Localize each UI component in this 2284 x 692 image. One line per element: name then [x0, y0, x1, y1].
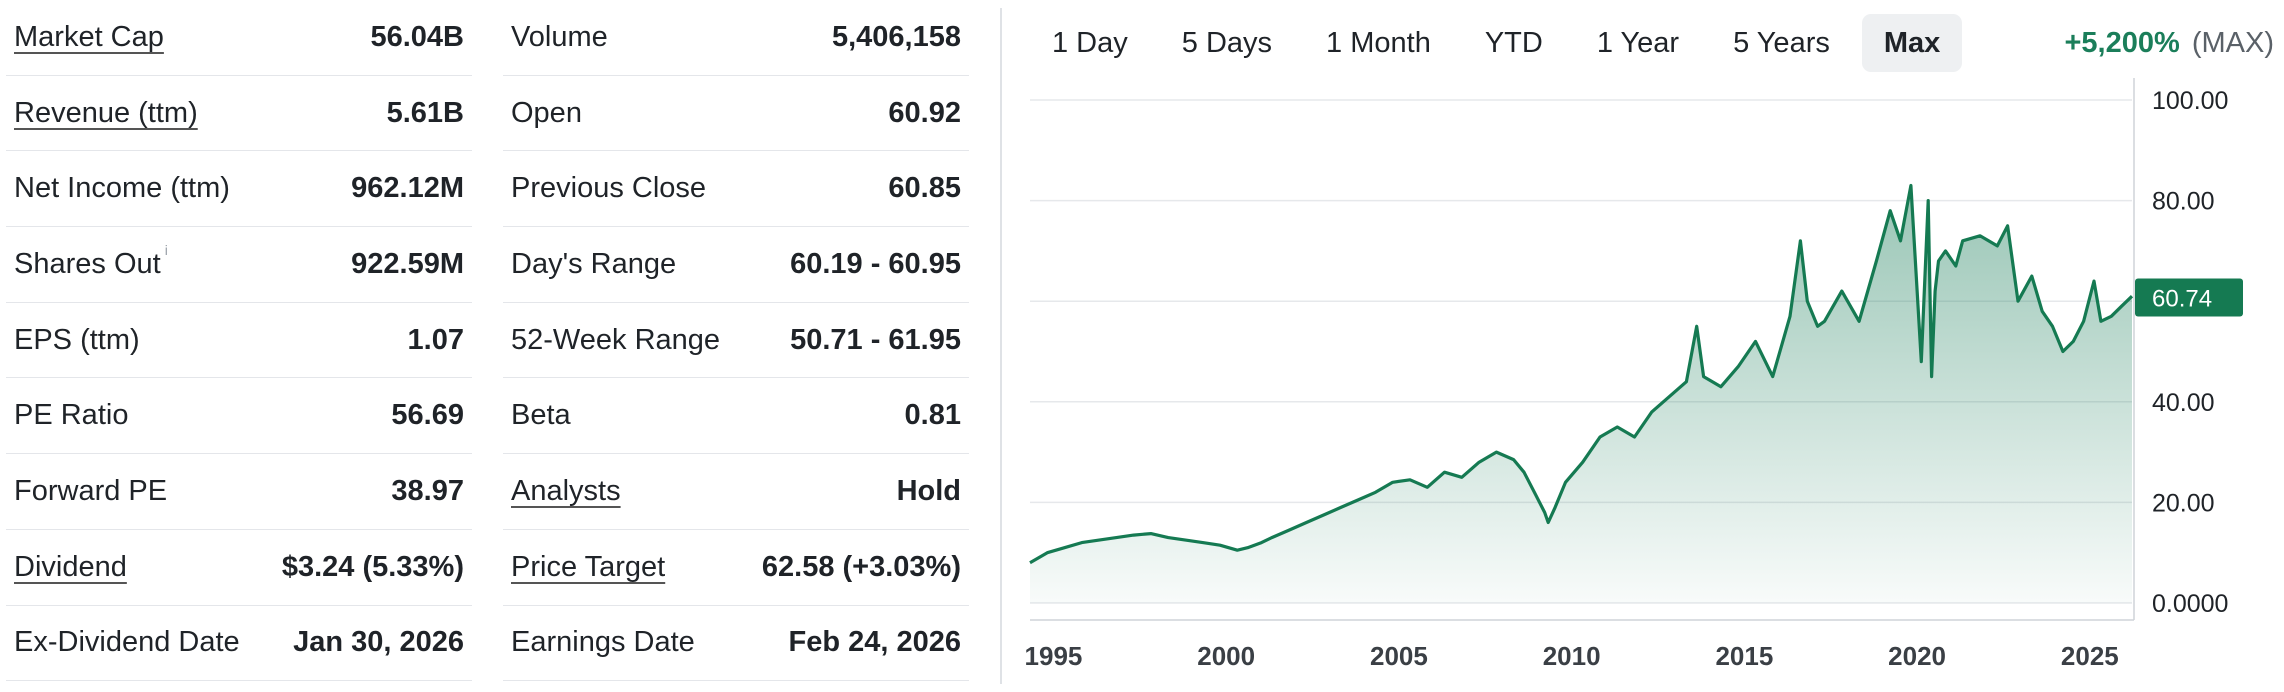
change-period: (MAX)	[2191, 27, 2274, 59]
x-tick-label: 2005	[1370, 641, 1428, 671]
stat-label-eps-ttm: EPS (ttm)	[14, 323, 140, 356]
stat-row-shares-out: Shares Out i 922.59M	[6, 227, 472, 303]
stats-table-right: Volume 5,406,158 Open 60.92 Previous Close 60…	[503, 0, 969, 682]
y-tick-label: 20.00	[2152, 489, 2215, 517]
stat-row-net-income-ttm: Net Income (ttm) 962.12M	[6, 151, 472, 228]
tab-1-year[interactable]: 1 Year	[1596, 27, 1680, 59]
stat-label-price-target[interactable]: Price Target	[511, 550, 666, 583]
x-tick-label: 2025	[2061, 641, 2119, 671]
stat-value-net-income-ttm: 962.12M	[351, 172, 464, 205]
stat-value-open: 60.92	[888, 96, 961, 129]
stat-value-market-cap: 56.04B	[370, 20, 464, 53]
stat-label-52-week-range: 52-Week Range	[511, 323, 721, 356]
stat-row-volume: Volume 5,406,158	[503, 0, 969, 76]
stat-row-previous-close: Previous Close 60.85	[503, 151, 969, 228]
stat-label-beta: Beta	[511, 399, 571, 432]
x-tick-label: 2020	[1888, 641, 1946, 671]
stat-row-52-week-range: 52-Week Range 50.71 - 61.95	[503, 303, 969, 379]
price-chart: 100.0080.0060.0040.0020.000.000019952000…	[1025, 78, 2243, 671]
x-tick-label: 2000	[1197, 641, 1255, 671]
last-price-badge	[2135, 278, 2243, 317]
stat-value-shares-out: 922.59M	[351, 247, 464, 280]
tab-max[interactable]: Max	[1861, 14, 1963, 72]
stat-value-earnings-date: Feb 24, 2026	[788, 626, 962, 659]
stat-row-dividend: Dividend $3.24 (5.33%)	[6, 530, 472, 606]
tab-ytd[interactable]: YTD	[1484, 27, 1543, 59]
stat-value-previous-close: 60.85	[888, 172, 961, 205]
stat-value-eps-ttm: 1.07	[407, 323, 464, 356]
y-tick-label: 0.0000	[2152, 590, 2228, 618]
x-tick-label: 2010	[1543, 641, 1601, 671]
stat-label-dividend[interactable]: Dividend	[14, 550, 127, 583]
tab-5-days[interactable]: 5 Days	[1181, 27, 1273, 59]
stat-label-analysts[interactable]: Analysts	[511, 474, 621, 507]
stat-value-pe-ratio: 56.69	[391, 399, 464, 432]
stat-row-forward-pe: Forward PE 38.97	[6, 454, 472, 530]
tab-1-month[interactable]: 1 Month	[1326, 27, 1431, 59]
stat-value-dividend: $3.24 (5.33%)	[281, 550, 464, 583]
stat-row-revenue-ttm: Revenue (ttm) 5.61B	[6, 76, 472, 152]
stat-value-beta: 0.81	[904, 399, 961, 432]
price-change: +5,200% (MAX)	[2064, 14, 2274, 72]
stat-label-net-income-ttm: Net Income (ttm)	[14, 172, 230, 205]
stat-label-market-cap[interactable]: Market Cap	[14, 20, 164, 53]
tab-5-years[interactable]: 5 Years	[1733, 27, 1830, 59]
x-tick-label: 2015	[1715, 641, 1773, 671]
stats-table-left: Market Cap 56.04B Revenue (ttm) 5.61B Net In…	[6, 0, 472, 682]
price-area	[1030, 185, 2132, 603]
stat-label-previous-close: Previous Close	[511, 172, 707, 205]
price-line	[1029, 183, 2134, 565]
x-tick-label: 1995	[1025, 641, 1083, 671]
stat-value-revenue-ttm: 5.61B	[386, 96, 464, 129]
stat-row-analysts: Analysts Hold	[503, 454, 969, 530]
stat-label-earnings-date: Earnings Date	[511, 626, 695, 659]
stat-value-52-week-range: 50.71 - 61.95	[790, 323, 961, 356]
stat-row-beta: Beta 0.81	[503, 378, 969, 455]
tab-1-day[interactable]: 1 Day	[1052, 27, 1128, 59]
stat-value-forward-pe: 38.97	[391, 474, 464, 507]
stat-label-day-s-range: Day's Range	[511, 247, 677, 280]
stat-value-ex-dividend-date: Jan 30, 2026	[293, 626, 464, 659]
stat-row-open: Open 60.92	[503, 76, 969, 152]
stat-row-price-target: Price Target 62.58 (+3.03%)	[503, 530, 969, 606]
y-tick-label: 100.00	[2152, 87, 2228, 115]
stat-label-shares-out: Shares Out i	[14, 241, 168, 280]
stat-row-eps-ttm: EPS (ttm) 1.07	[6, 303, 472, 379]
last-price-label: 60.74	[2152, 285, 2212, 312]
stat-label-open: Open	[511, 96, 582, 129]
stat-label-ex-dividend-date: Ex-Dividend Date	[14, 626, 240, 659]
stat-label-pe-ratio: PE Ratio	[14, 399, 129, 432]
stat-value-price-target: 62.58 (+3.03%)	[761, 550, 961, 583]
panel-divider	[1000, 8, 1002, 684]
stat-value-volume: 5,406,158	[831, 20, 961, 53]
stat-label-revenue-ttm[interactable]: Revenue (ttm)	[14, 96, 198, 129]
stat-label-forward-pe: Forward PE	[14, 474, 168, 507]
stat-row-ex-dividend-date: Ex-Dividend Date Jan 30, 2026	[6, 606, 472, 682]
stat-row-earnings-date: Earnings Date Feb 24, 2026	[503, 606, 969, 682]
info-icon[interactable]: i	[164, 241, 168, 258]
change-percent: +5,200%	[2064, 27, 2180, 59]
stat-row-day-s-range: Day's Range 60.19 - 60.95	[503, 227, 969, 303]
y-tick-label: 40.00	[2152, 389, 2215, 417]
stat-label-volume: Volume	[511, 20, 608, 53]
period-tabs: 1 Day 5 Days 1 Month YTD 1 Year 5 Years Max	[1030, 14, 1972, 72]
stat-row-market-cap: Market Cap 56.04B	[6, 0, 472, 76]
stat-value-analysts: Hold	[896, 474, 961, 507]
stat-row-pe-ratio: PE Ratio 56.69	[6, 378, 472, 455]
stat-value-day-s-range: 60.19 - 60.95	[790, 247, 961, 280]
y-tick-label: 80.00	[2152, 188, 2215, 216]
